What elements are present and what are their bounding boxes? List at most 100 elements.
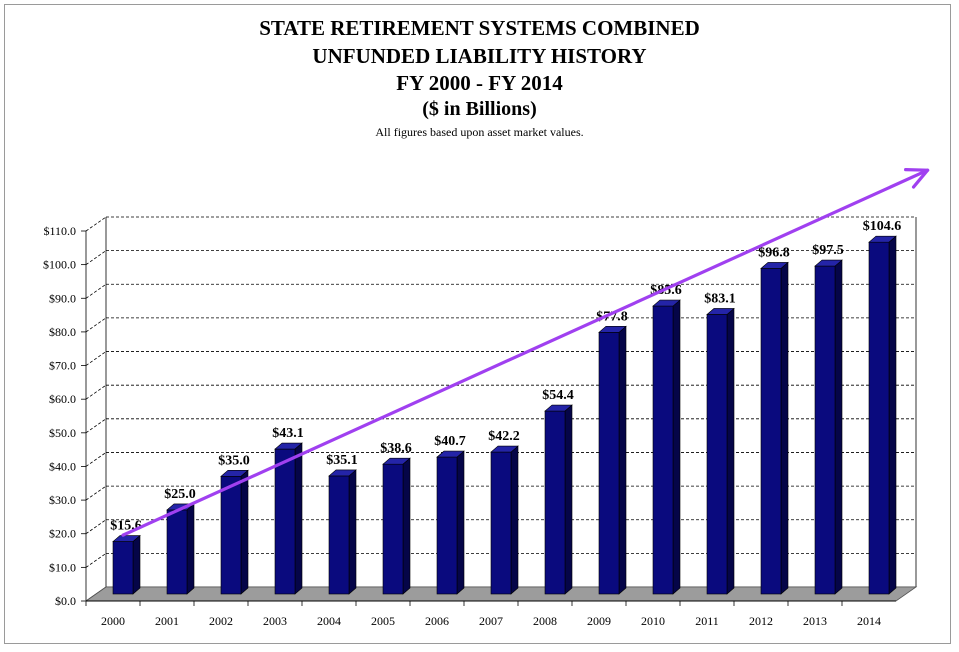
gridline-side — [85, 216, 107, 232]
bar-side — [888, 235, 897, 595]
x-tick-label: 2005 — [371, 614, 395, 628]
bar-front — [544, 410, 566, 595]
bar-front — [220, 475, 242, 595]
gridline-side — [85, 485, 107, 501]
bar — [652, 299, 681, 595]
x-tick-label: 2003 — [263, 614, 287, 628]
bar-front — [814, 265, 836, 595]
bar-top — [436, 450, 465, 458]
gridline-side — [85, 452, 107, 467]
bar-top — [760, 262, 789, 269]
bar — [760, 261, 789, 595]
y-tick-label: $20.0 — [49, 527, 76, 541]
bar — [112, 534, 141, 595]
bar-side — [510, 445, 519, 595]
bar — [166, 503, 195, 595]
data-label: $77.8 — [596, 309, 628, 324]
x-tick-label: 2007 — [479, 614, 503, 628]
bar-front — [112, 541, 134, 595]
gridline-side — [85, 351, 107, 366]
chart-subtitle-line-1: UNFUNDED LIABILITY HISTORY — [312, 44, 647, 68]
x-tick-label: 2012 — [749, 614, 773, 628]
bar-top — [868, 235, 897, 243]
bar — [544, 404, 573, 595]
gridline-side — [85, 283, 107, 299]
bar-side — [132, 534, 141, 595]
bar-side — [348, 469, 357, 595]
data-label: $43.1 — [272, 426, 304, 441]
bar-front — [652, 305, 674, 595]
bar-top — [652, 299, 681, 307]
gridline-side — [85, 418, 107, 434]
bar-side — [456, 450, 465, 595]
data-label: $104.6 — [863, 219, 902, 234]
bar-front — [760, 268, 782, 595]
trend-arrow-head — [904, 168, 930, 189]
bar-top — [544, 404, 573, 412]
x-tick-label: 2013 — [803, 614, 827, 628]
y-tick-label: $70.0 — [49, 359, 76, 373]
bar-top — [112, 535, 141, 542]
x-tick-label: 2008 — [533, 614, 557, 628]
bar-top — [328, 469, 357, 477]
x-tick-label: 2000 — [101, 614, 125, 628]
bar-top — [598, 326, 627, 333]
y-tick-label: $40.0 — [49, 459, 76, 473]
x-tick-label: 2014 — [857, 614, 881, 628]
data-label: $35.0 — [218, 453, 250, 468]
bar-top — [220, 469, 249, 477]
bar — [274, 442, 303, 595]
bar-top — [274, 442, 303, 450]
gridline-side — [85, 317, 107, 333]
bar-top — [490, 445, 519, 453]
bar-side — [402, 457, 411, 595]
data-label: $15.6 — [110, 519, 142, 534]
bar-front — [706, 314, 728, 595]
gridline-side — [85, 553, 107, 568]
bar-front — [490, 451, 512, 595]
y-tick-label: $90.0 — [49, 291, 76, 305]
bar-side — [186, 503, 195, 595]
y-tick-label: $80.0 — [49, 325, 76, 339]
bar-front — [382, 463, 404, 595]
bar — [814, 259, 843, 595]
bar — [220, 469, 249, 595]
x-tick-label: 2010 — [641, 614, 665, 628]
bar-front — [166, 509, 188, 595]
bar-side — [618, 325, 627, 595]
y-tick-label: $0.0 — [55, 594, 76, 608]
bar — [436, 450, 465, 595]
y-tick-label: $30.0 — [49, 493, 76, 507]
bar-side — [726, 307, 735, 595]
x-tick-label: 2002 — [209, 614, 233, 628]
data-label: $35.1 — [326, 453, 358, 468]
x-tick-label: 2009 — [587, 614, 611, 628]
y-tick-label: $60.0 — [49, 392, 76, 406]
chart-note: All figures based upon asset market valu… — [375, 125, 584, 139]
bar-top — [382, 457, 411, 465]
bar-front — [868, 241, 890, 595]
data-label: $54.4 — [542, 388, 574, 403]
bar-side — [780, 261, 789, 595]
bar — [490, 445, 519, 595]
data-label: $97.5 — [812, 243, 844, 258]
y-tick-label: $50.0 — [49, 426, 76, 440]
bar — [382, 457, 411, 595]
y-tick-label: $110.0 — [43, 224, 76, 238]
bar-front — [328, 475, 350, 595]
bar-top — [814, 259, 843, 267]
y-tick-label: $100.0 — [43, 258, 76, 272]
x-tick-label: 2001 — [155, 614, 179, 628]
bar-side — [672, 299, 681, 595]
data-label: $38.6 — [380, 441, 412, 456]
bar-front — [598, 332, 620, 595]
gridline-side — [85, 519, 107, 535]
bar — [598, 325, 627, 595]
bar-side — [294, 442, 303, 595]
chart-subtitle-line-3: ($ in Billions) — [422, 98, 537, 120]
chart-title: STATE RETIREMENT SYSTEMS COMBINED — [259, 16, 700, 40]
x-tick-label: 2006 — [425, 614, 449, 628]
gridline-side — [85, 250, 107, 265]
x-tick-label: 2004 — [317, 614, 341, 628]
